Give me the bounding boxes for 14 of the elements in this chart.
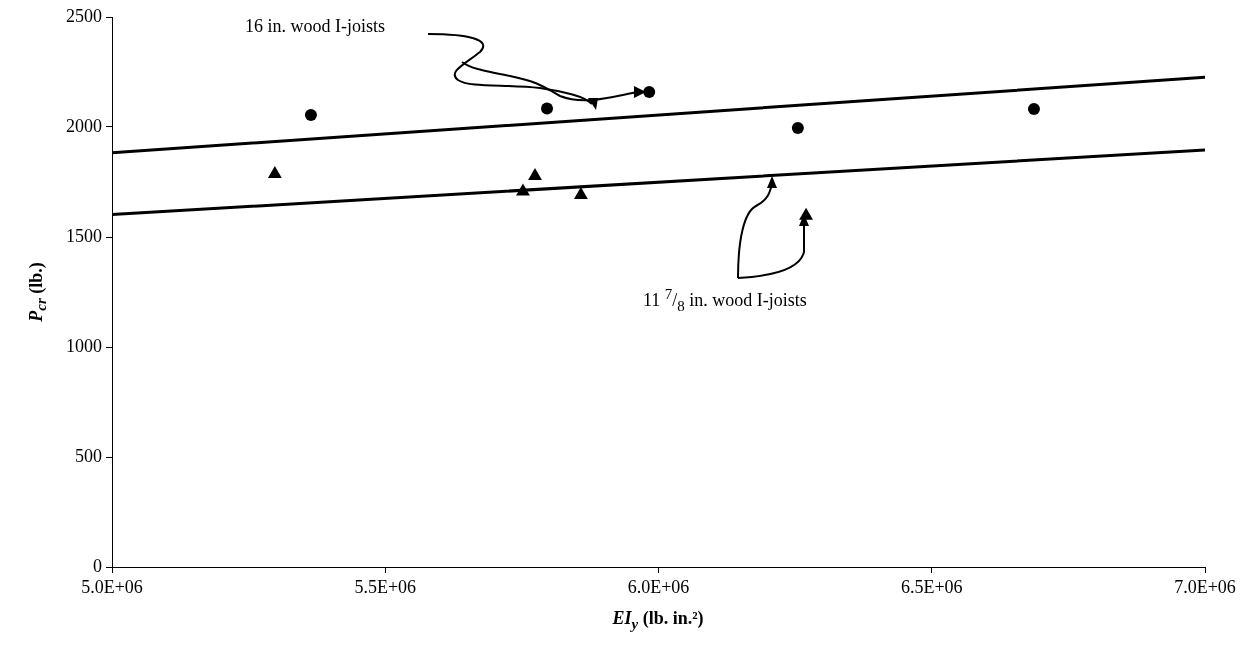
y-tick-label: 1000 xyxy=(66,335,102,356)
x-tick-label: 6.5E+06 xyxy=(900,576,963,597)
x-tick-label: 7.0E+06 xyxy=(1174,576,1236,597)
x-tick-label: 6.0E+06 xyxy=(627,576,690,597)
annotation: 16 in. wood I-joists xyxy=(245,16,386,37)
y-tick-label: 2500 xyxy=(66,5,102,26)
annotation: 11 $^{7}$/$_{8}$ in. wood I-joists xyxy=(643,286,807,315)
x-axis-title: EI$_{y}$ (lb. in.²) xyxy=(612,608,704,633)
x-tick-label: 5.5E+06 xyxy=(354,576,417,597)
y-tick-label: 2000 xyxy=(66,115,102,136)
y-tick-label: 500 xyxy=(75,445,102,466)
y-tick-label: 0 xyxy=(93,555,102,576)
y-tick-label: 1500 xyxy=(66,225,102,246)
x-tick-label: 5.0E+06 xyxy=(81,576,143,597)
